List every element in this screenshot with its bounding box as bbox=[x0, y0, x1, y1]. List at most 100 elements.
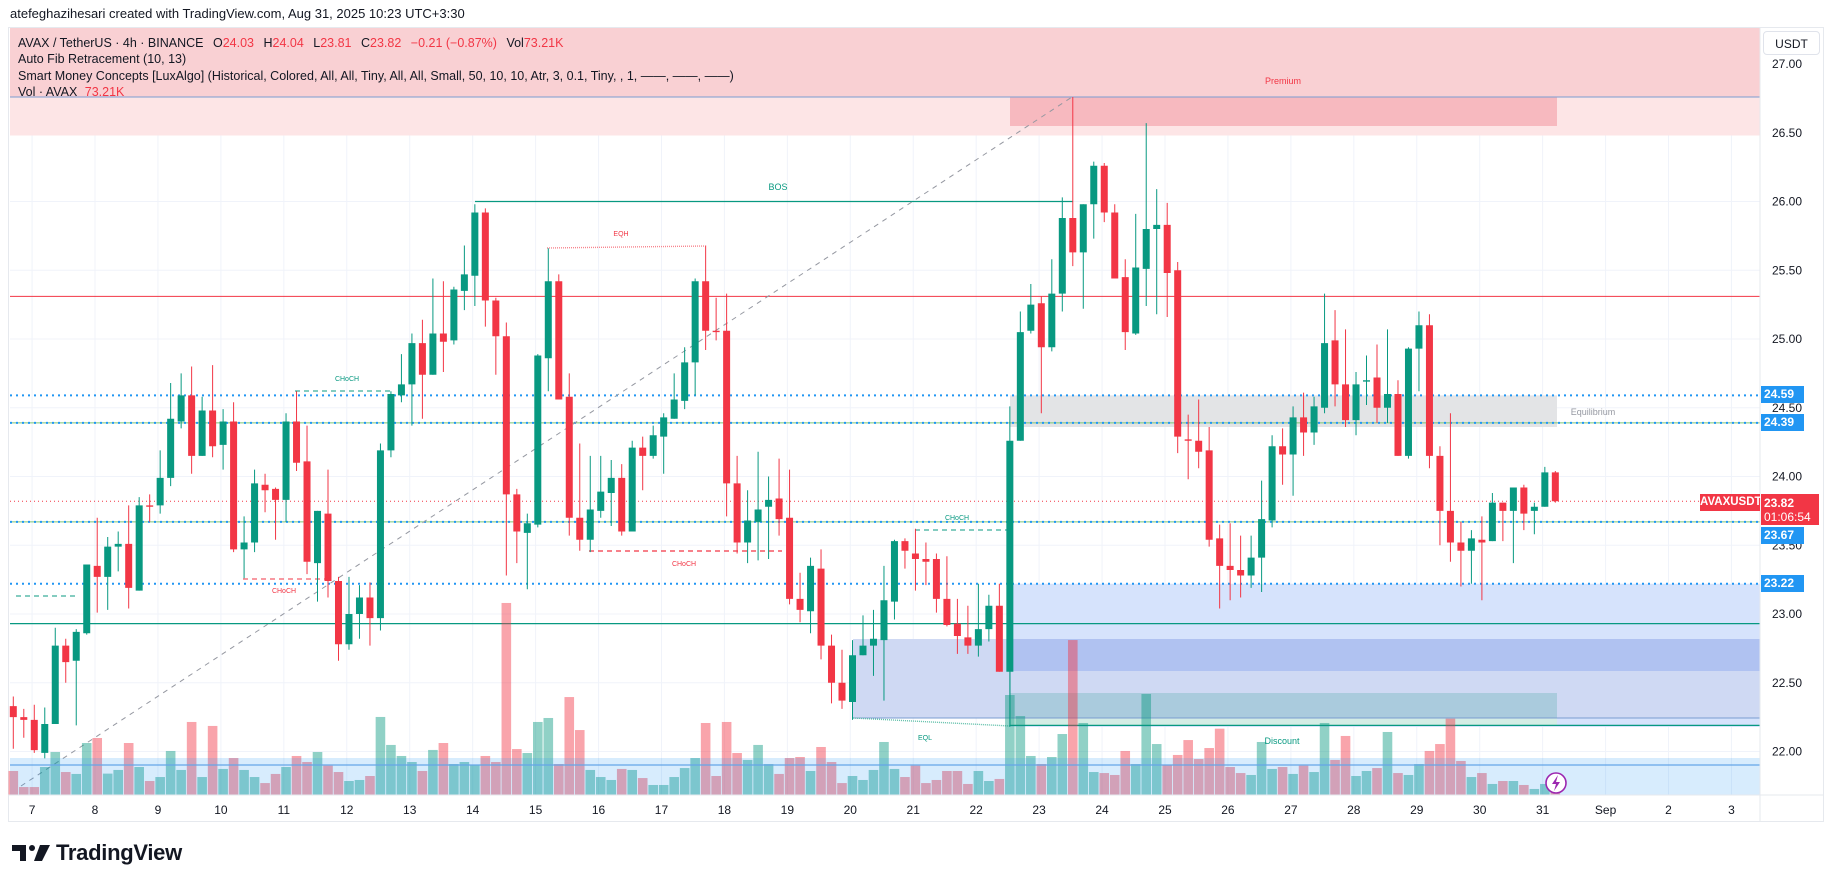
indicator-volume[interactable]: Vol · AVAX 73.21K bbox=[18, 84, 734, 100]
volume-bar bbox=[753, 744, 763, 795]
candle-bullish bbox=[1153, 224, 1161, 229]
candle-bearish bbox=[723, 330, 731, 484]
candle-bearish bbox=[93, 565, 101, 577]
time-axis-label: 26 bbox=[1221, 803, 1235, 817]
volume-bar bbox=[344, 781, 354, 795]
tradingview-logo-icon bbox=[12, 845, 50, 861]
volume-bar bbox=[218, 768, 228, 795]
time-axis-label: 29 bbox=[1410, 803, 1424, 817]
candle-bullish bbox=[251, 483, 259, 543]
indicator-fib[interactable]: Auto Fib Retracement (10, 13) bbox=[18, 52, 187, 67]
time-axis-label: 18 bbox=[718, 803, 732, 817]
eqh-label: EQH bbox=[613, 231, 628, 238]
lightning-icon[interactable] bbox=[1545, 772, 1567, 794]
candle-bullish bbox=[607, 477, 615, 493]
candle-bullish bbox=[1006, 440, 1014, 672]
candle-bearish bbox=[502, 336, 510, 495]
candle-bullish bbox=[660, 417, 668, 437]
volume-bar bbox=[1026, 755, 1036, 795]
choch-bearish-label: CHoCH bbox=[672, 561, 696, 568]
candle-bearish bbox=[334, 581, 342, 645]
volume-bar bbox=[1172, 754, 1183, 795]
candle-bearish bbox=[1446, 510, 1454, 543]
candle-bearish bbox=[733, 483, 741, 543]
volume-bar bbox=[197, 777, 207, 795]
eql-label: EQL bbox=[918, 735, 932, 742]
volume-bar bbox=[900, 777, 910, 795]
volume-bar bbox=[1277, 767, 1288, 795]
candle-bullish bbox=[1079, 204, 1087, 253]
time-axis-label: 20 bbox=[844, 803, 858, 817]
candle-bearish bbox=[1436, 455, 1444, 511]
volume-bar bbox=[742, 759, 753, 795]
volume-bar bbox=[501, 602, 512, 795]
price-axis-label: 24.50 bbox=[1772, 401, 1802, 415]
candle-bullish bbox=[240, 542, 248, 550]
candle-bullish bbox=[1058, 218, 1066, 294]
candle-bullish bbox=[1352, 384, 1360, 421]
time-axis-label: 3 bbox=[1728, 803, 1735, 817]
time-axis-label: 9 bbox=[155, 803, 162, 817]
symbol-title[interactable]: AVAX / TetherUS · 4h · BINANCE bbox=[18, 36, 204, 50]
candle-bullish bbox=[1530, 506, 1538, 511]
volume-bar bbox=[333, 772, 344, 795]
volume-bar bbox=[1382, 731, 1393, 795]
candle-bullish bbox=[1132, 267, 1140, 334]
time-axis-label: 8 bbox=[92, 803, 99, 817]
volume-bar bbox=[249, 777, 260, 795]
indicator-smc[interactable]: Smart Money Concepts [LuxAlgo] (Historic… bbox=[18, 68, 734, 83]
candle-bearish bbox=[618, 477, 626, 532]
volume-bar bbox=[1204, 748, 1214, 795]
volume-bar bbox=[1151, 744, 1162, 795]
currency-button[interactable]: USDT bbox=[1763, 31, 1820, 55]
candle-bullish bbox=[544, 281, 552, 359]
volume-bar bbox=[1445, 718, 1456, 795]
tradingview-logo[interactable]: TradingView bbox=[12, 840, 182, 866]
close-label: C bbox=[360, 36, 371, 50]
volume-bar bbox=[910, 765, 921, 795]
volume-bar bbox=[1015, 716, 1026, 795]
volume-bar bbox=[1330, 759, 1340, 795]
candle-bearish bbox=[964, 637, 972, 646]
price-axis-label: 26.50 bbox=[1772, 126, 1802, 140]
volume-bar bbox=[102, 773, 113, 795]
volume-bar bbox=[113, 769, 123, 795]
volume-bar bbox=[50, 751, 61, 795]
volume-bar bbox=[8, 770, 19, 795]
candle-bullish bbox=[1467, 538, 1475, 551]
legend-symbol-row[interactable]: AVAX / TetherUS · 4h · BINANCE O24.03 H2… bbox=[18, 35, 734, 51]
time-axis-label: 11 bbox=[278, 803, 291, 817]
volume-bar bbox=[365, 776, 375, 795]
candle-bearish bbox=[712, 330, 720, 333]
volume-bar bbox=[1067, 640, 1078, 795]
choch-bullish-label: CHoCH bbox=[335, 376, 359, 383]
premium-label: Premium bbox=[1265, 76, 1301, 86]
candle-bearish bbox=[62, 645, 70, 663]
volume-bar bbox=[18, 787, 29, 795]
candle-bearish bbox=[565, 396, 573, 518]
volume-bar bbox=[1414, 764, 1424, 795]
volume-bar bbox=[386, 744, 396, 795]
volume-bar bbox=[491, 762, 501, 795]
price-level-label: 23.67 bbox=[1761, 527, 1804, 544]
volume-bar bbox=[1372, 768, 1382, 795]
volume-bar bbox=[155, 777, 165, 795]
time-axis-label: 19 bbox=[781, 803, 795, 817]
volume-bar bbox=[1519, 784, 1529, 795]
candle-bullish bbox=[114, 543, 122, 547]
volume-bar bbox=[543, 717, 554, 795]
candle-bearish bbox=[775, 498, 783, 520]
candle-bearish bbox=[1163, 224, 1171, 273]
candle-bearish bbox=[439, 333, 447, 342]
volume-bar bbox=[302, 762, 312, 795]
volume-bar bbox=[784, 758, 795, 795]
candle-bullish bbox=[807, 565, 815, 612]
chart-caption: atefeghazihesari created with TradingVie… bbox=[10, 6, 465, 21]
bar-countdown: 01:06:54 bbox=[1764, 510, 1811, 524]
candle-bearish bbox=[366, 597, 374, 619]
volume-bar bbox=[533, 721, 543, 795]
candle-bullish bbox=[586, 509, 594, 540]
time-axis-label: 7 bbox=[29, 803, 36, 817]
volume-bar bbox=[1183, 740, 1193, 795]
